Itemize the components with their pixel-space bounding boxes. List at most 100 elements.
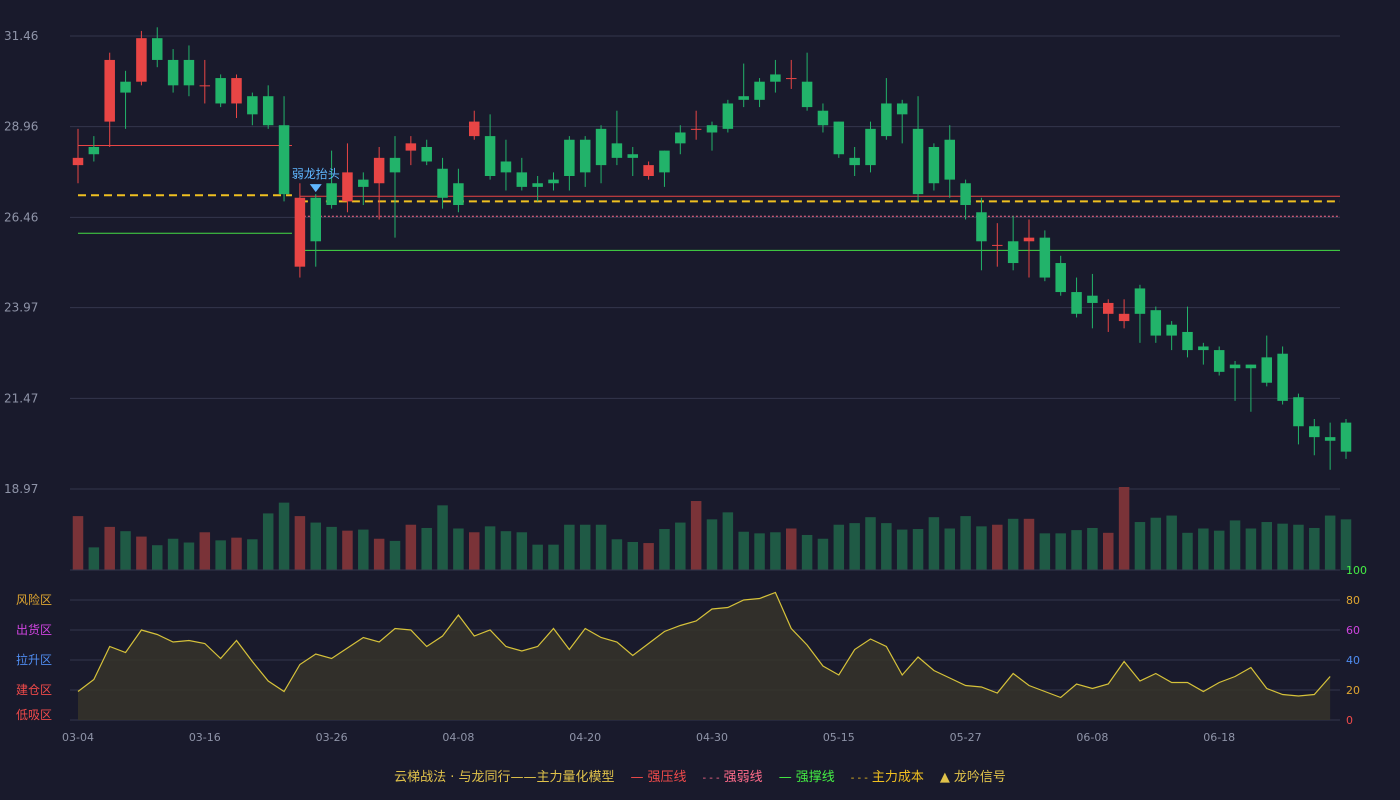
candle-body [1309, 426, 1320, 438]
candle-body [136, 38, 147, 82]
candle-body [675, 132, 686, 144]
candle-body [167, 59, 179, 86]
legend-label: 强压线 [647, 770, 687, 785]
candle-body [881, 103, 892, 137]
date-tick-label: 03-04 [62, 731, 94, 744]
candle-body [1039, 237, 1051, 278]
volume-bar [1134, 522, 1146, 570]
candle-body [373, 157, 385, 184]
candle-body [770, 74, 781, 82]
price-tick-label: 28.96 [4, 120, 38, 134]
legend-label: 云梯战法 · 与龙同行——主力量化模型 [394, 770, 615, 785]
candle-body [754, 81, 765, 100]
zone-label: 拉升区 [16, 652, 52, 667]
volume-bar [1071, 530, 1082, 570]
volume-bar [437, 505, 448, 570]
legend-item: — 强压线 [630, 766, 686, 785]
indicator-tick-label: 100 [1346, 564, 1367, 577]
candle-body [722, 103, 734, 129]
candle-body [1087, 295, 1098, 303]
date-tick-label: 03-26 [316, 731, 348, 744]
volume-bar [849, 523, 860, 570]
candle-body [1023, 237, 1035, 242]
price-axis: 31.46 28.96 26.46 23.97 21.47 18.97 [4, 29, 38, 496]
date-tick-label: 04-08 [442, 731, 474, 744]
candle-body [262, 96, 274, 126]
candle-body [1182, 331, 1193, 351]
candle-body [88, 146, 100, 155]
volume-bar [801, 534, 813, 570]
volume-bar [1166, 515, 1177, 570]
volume-bar [278, 502, 290, 570]
volume-bar [136, 536, 147, 570]
candle-body [1261, 357, 1272, 383]
volume-bar [215, 540, 226, 570]
legend-symbol-icon: ▲ [939, 770, 950, 785]
volume-bar [389, 540, 401, 570]
candle-body [1293, 397, 1304, 427]
candle-body [548, 179, 559, 184]
candle-body [690, 128, 702, 130]
volume-bar [960, 516, 971, 570]
volume-bar [421, 527, 432, 570]
volume-bar [1087, 527, 1098, 570]
volume-bar [627, 541, 638, 570]
volume-bar [881, 523, 892, 570]
date-tick-label: 06-18 [1203, 731, 1235, 744]
candle-body [437, 168, 448, 198]
candle-body [342, 172, 353, 202]
candle-body [1340, 422, 1352, 452]
legend-item: ▲ 龙吟信号 [940, 766, 1006, 785]
legend-symbol-icon: — [630, 770, 644, 785]
volume-bars [72, 487, 1352, 570]
volume-bar [1324, 515, 1336, 570]
volume-bar [1340, 519, 1352, 570]
candle-body [1134, 288, 1146, 314]
volume-bar [104, 526, 115, 570]
volume-bar [1150, 517, 1162, 570]
date-tick-label: 06-08 [1076, 731, 1108, 744]
candle-body [183, 59, 195, 86]
candle-body [659, 150, 670, 173]
volume-bar [1118, 487, 1130, 570]
candle-body [1071, 292, 1082, 314]
candle-body [595, 128, 607, 166]
candle-body [326, 183, 337, 206]
candle-body [389, 157, 401, 173]
candle-body [564, 139, 575, 176]
zone-label: 风险区 [16, 592, 52, 607]
volume-bar [595, 524, 607, 570]
zone-label: 建仓区 [16, 683, 52, 697]
volume-bar [516, 532, 528, 570]
volume-bar [579, 524, 591, 570]
candle-body [579, 139, 591, 173]
date-tick-label: 05-15 [823, 731, 855, 744]
volume-bar [833, 524, 845, 570]
indicator-line [77, 591, 1331, 720]
candle-body [72, 157, 84, 166]
candle-body [532, 183, 543, 187]
date-tick-label: 04-30 [696, 731, 728, 744]
volume-bar [310, 522, 321, 570]
volume-bar [1261, 522, 1272, 570]
candle-body [294, 197, 306, 267]
volume-bar [469, 532, 480, 570]
indicator-tick-label: 0 [1346, 714, 1353, 727]
candle-body [199, 85, 211, 87]
candle-body [120, 81, 131, 93]
candle-body [706, 125, 718, 133]
indicator-tick-label: 60 [1346, 624, 1360, 637]
volume-bar [1245, 528, 1257, 570]
candle-body [738, 96, 749, 100]
volume-bar [262, 513, 274, 570]
volume-bar [326, 526, 337, 570]
price-tick-label: 31.46 [4, 29, 38, 43]
candle-body [1055, 263, 1066, 293]
candle-body [278, 125, 290, 195]
candlesticks [72, 27, 1352, 470]
price-grid [70, 35, 1340, 490]
volume-bar [976, 526, 987, 570]
volume-bar [786, 528, 797, 570]
candle-body [1150, 310, 1162, 336]
